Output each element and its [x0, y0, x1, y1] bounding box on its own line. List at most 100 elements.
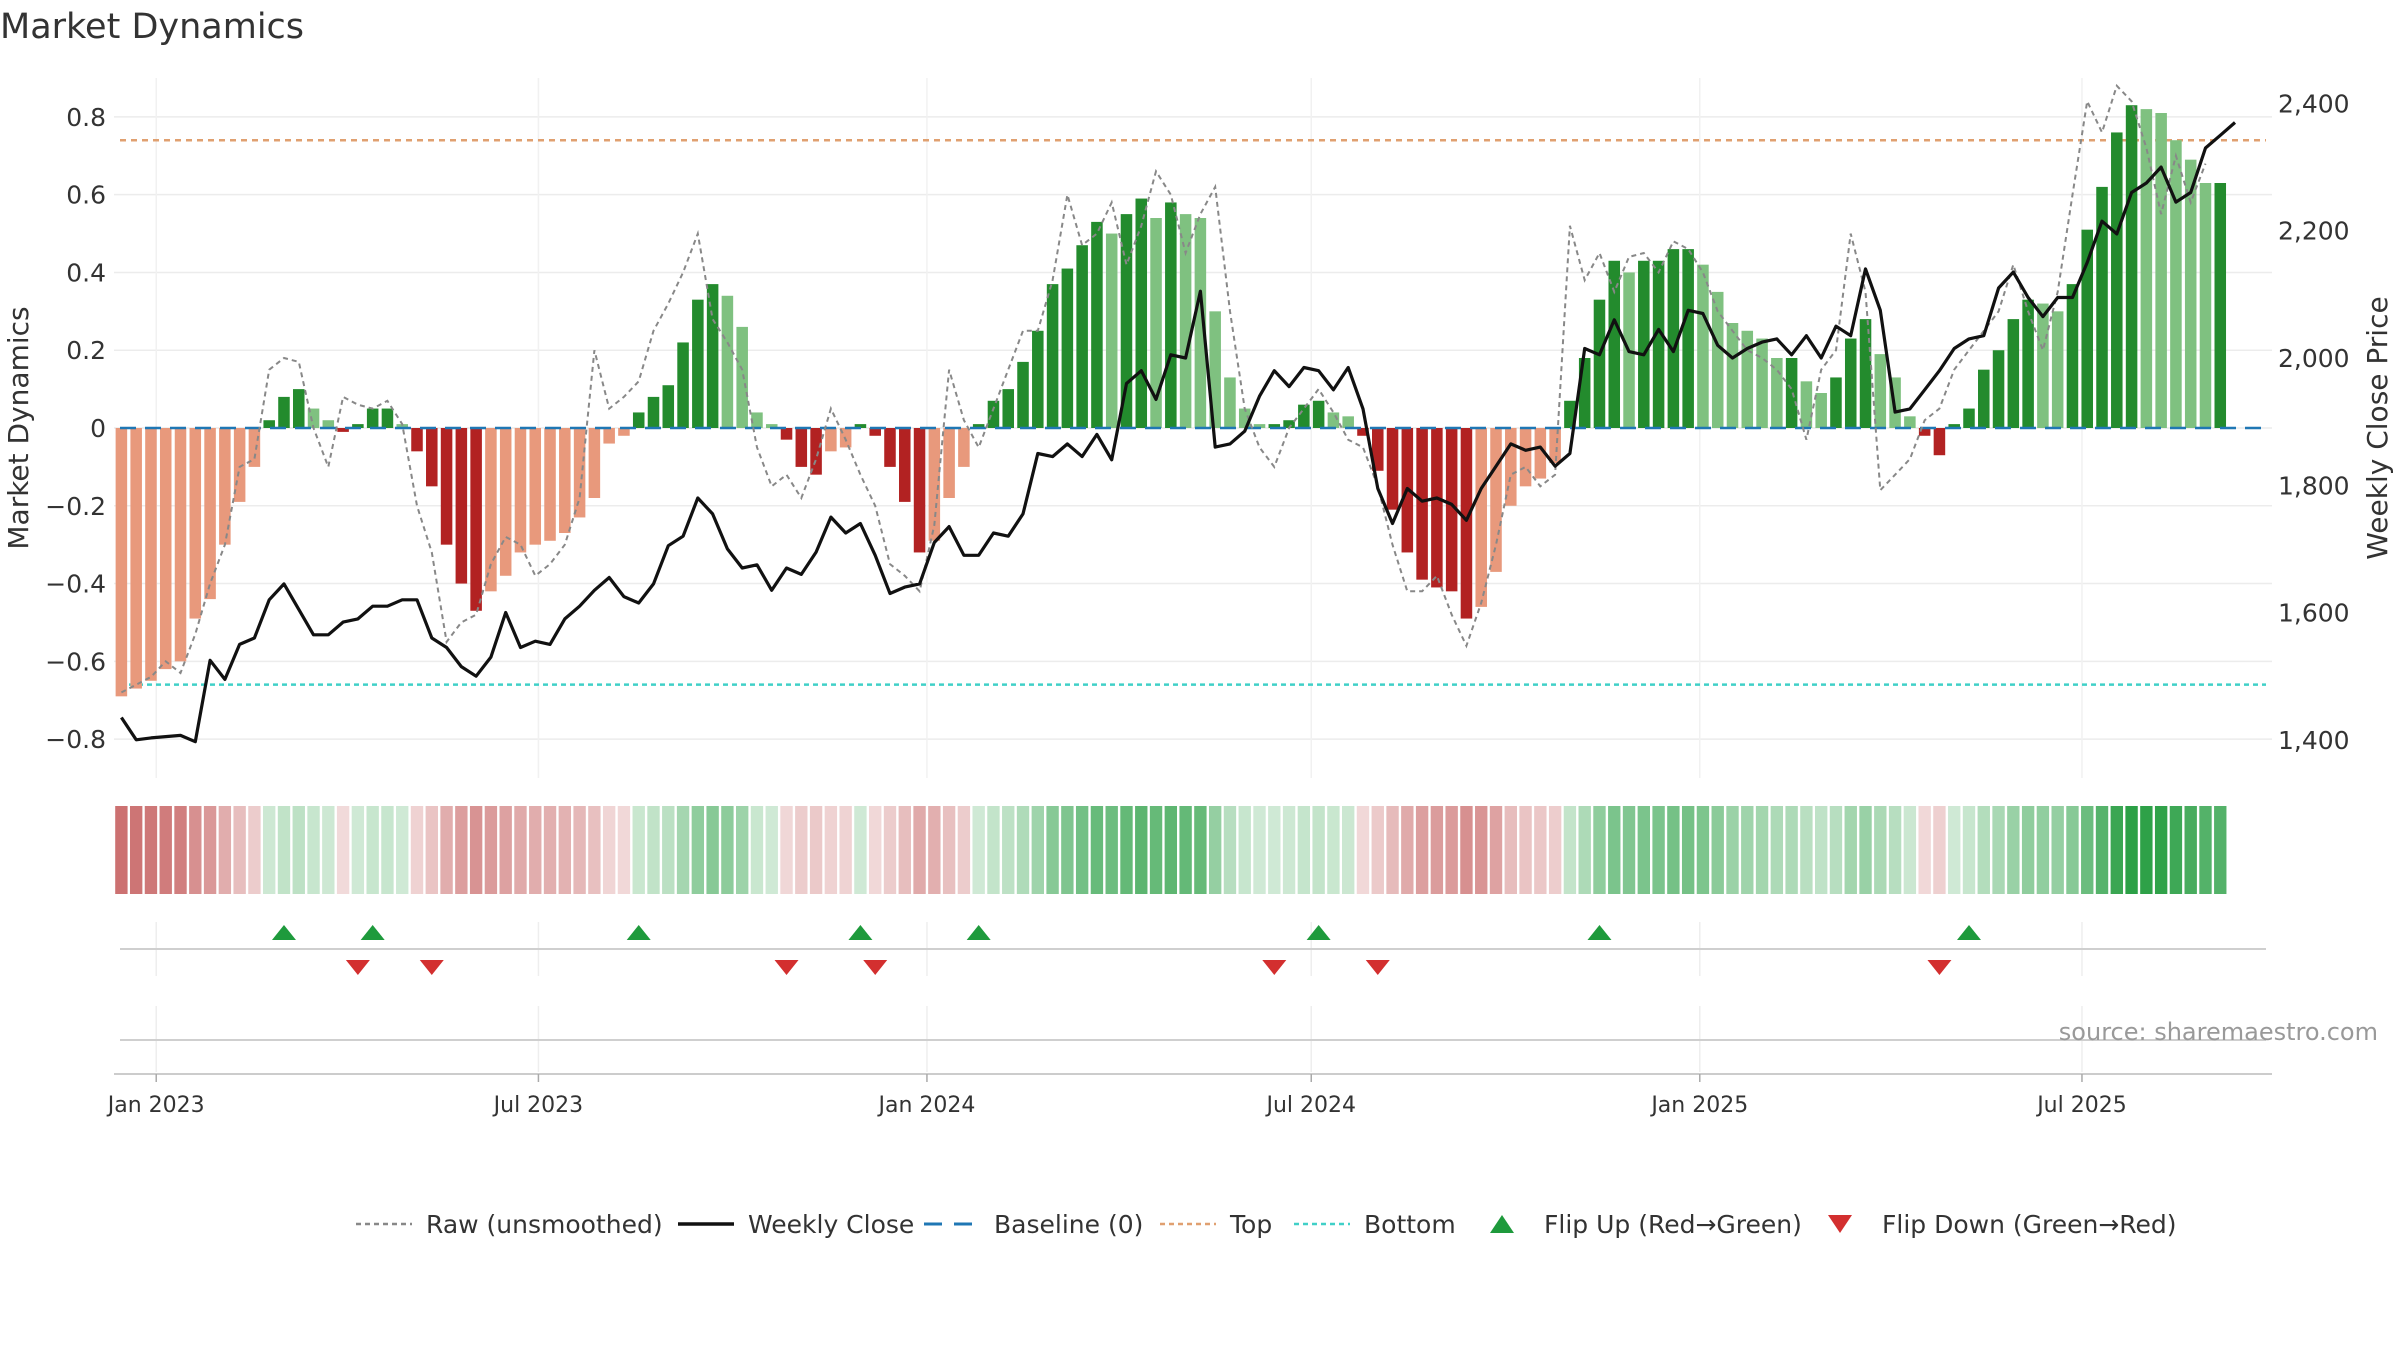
regime-cell: [440, 806, 453, 894]
dynamics-bar: [1815, 393, 1827, 428]
regime-cell: [336, 806, 350, 894]
regime-cell: [928, 806, 941, 894]
dynamics-bar: [1519, 428, 1532, 487]
regime-cell: [1401, 806, 1414, 894]
regime-cell: [351, 806, 365, 894]
dynamics-bar: [1120, 214, 1133, 428]
dynamics-bar: [529, 428, 542, 545]
dynamics-bar: [1209, 311, 1221, 428]
flip-up-marker: [1306, 925, 1331, 940]
dynamics-bar: [470, 428, 482, 611]
y-tick-label: 0.8: [66, 103, 106, 132]
regime-cell: [1593, 806, 1606, 894]
regime-cell: [469, 806, 483, 894]
regime-cell: [1962, 806, 1976, 894]
regime-cell: [189, 806, 202, 894]
dynamics-bar: [1992, 350, 2005, 428]
regime-cell: [1430, 806, 1444, 894]
dynamics-bar: [1327, 412, 1340, 428]
x-tick-label: Jul 2025: [2035, 1093, 2127, 1118]
dynamics-bar: [1741, 330, 1754, 428]
dynamics-bar: [1564, 400, 1576, 428]
dynamics-bar: [2022, 299, 2034, 428]
y2-tick-label: 1,600: [2278, 599, 2350, 628]
regime-cell: [1519, 806, 1532, 894]
chart-title: Market Dynamics: [0, 7, 304, 47]
regime-cell: [2066, 806, 2079, 894]
regime-cell: [942, 806, 956, 894]
flip-up-marker: [626, 925, 651, 940]
regime-cell: [2051, 806, 2064, 894]
dynamics-bar: [544, 428, 556, 541]
blank-panel: [120, 1006, 2266, 1072]
regime-cell: [780, 806, 793, 894]
dynamics-bar: [692, 299, 704, 428]
dynamics-bar: [1904, 416, 1916, 428]
dynamics-bar: [219, 428, 231, 545]
dynamics-bar: [1697, 264, 1709, 428]
dynamics-bar: [1445, 428, 1458, 592]
dynamics-bar: [1135, 198, 1148, 428]
regime-cell: [277, 806, 291, 894]
flip-down-marker: [774, 960, 799, 975]
dynamics-bar: [1578, 358, 1591, 428]
regime-cell: [573, 806, 586, 894]
legend-label: Baseline (0): [994, 1210, 1143, 1239]
regime-cell: [972, 806, 985, 894]
dynamics-bar: [1386, 428, 1399, 510]
regime-cell: [499, 806, 512, 894]
dynamics-bar: [1711, 291, 1724, 428]
dynamics-bar: [632, 412, 645, 428]
regime-cell: [839, 806, 852, 894]
dynamics-bar: [943, 428, 955, 498]
dynamics-bar: [1283, 420, 1295, 428]
regime-cell: [1046, 806, 1059, 894]
axes: −0.8 −0.6 −0.4 −0.2 0 0.2 0.4 0.6 0.8 1,400 1,600 1…: [45, 89, 2349, 754]
dynamics-bar: [263, 420, 275, 428]
regime-cell: [381, 806, 394, 894]
dynamics-bar: [1076, 245, 1088, 428]
regime-cell: [735, 806, 749, 894]
dynamics-bar: [2051, 311, 2064, 428]
legend: Raw (unsmoothed) Weekly Close Baseline (0)…: [356, 1210, 2177, 1239]
dynamics-bar: [1298, 404, 1310, 428]
flip-down-marker: [1927, 960, 1952, 975]
dynamics-bar: [2111, 132, 2123, 428]
regime-cell: [1578, 806, 1591, 894]
dynamics-bar: [1874, 354, 1887, 428]
dynamics-bar: [1046, 284, 1059, 428]
regime-cell: [662, 806, 675, 894]
regime-cell: [1075, 806, 1089, 894]
regime-cell: [1164, 806, 1178, 894]
dynamics-bar: [1726, 323, 1739, 428]
regime-cell: [233, 806, 246, 894]
y2-tick-label: 1,400: [2278, 726, 2350, 755]
raw-series: [120, 83, 2207, 694]
dynamics-bar: [2155, 113, 2167, 428]
regime-cell: [1371, 806, 1384, 894]
flip-down-marker: [863, 960, 888, 975]
y-tick-label: −0.2: [45, 492, 106, 521]
regime-cell: [1489, 806, 1503, 894]
dynamics-bar: [381, 408, 394, 428]
regime-cell: [1637, 806, 1651, 894]
dynamics-bar: [1357, 428, 1369, 436]
regime-cell: [1903, 806, 1917, 894]
dynamics-bars: [115, 105, 2266, 697]
dynamics-bar: [1238, 408, 1251, 428]
flip-up-marker: [360, 925, 385, 940]
dynamics-bar: [825, 428, 837, 452]
regime-cell: [307, 806, 320, 894]
regime-cell: [322, 806, 335, 894]
regime-cell: [2081, 806, 2094, 894]
regime-cell: [115, 806, 128, 894]
legend-label: Flip Up (Red→Green): [1544, 1210, 1802, 1239]
regime-cell: [1948, 806, 1961, 894]
dynamics-bar: [603, 428, 615, 444]
regime-cell: [1534, 806, 1547, 894]
regime-cell: [1770, 806, 1784, 894]
dynamics-bar: [1371, 428, 1384, 471]
dynamics-bar: [1061, 268, 1074, 428]
regime-cell: [159, 806, 172, 894]
